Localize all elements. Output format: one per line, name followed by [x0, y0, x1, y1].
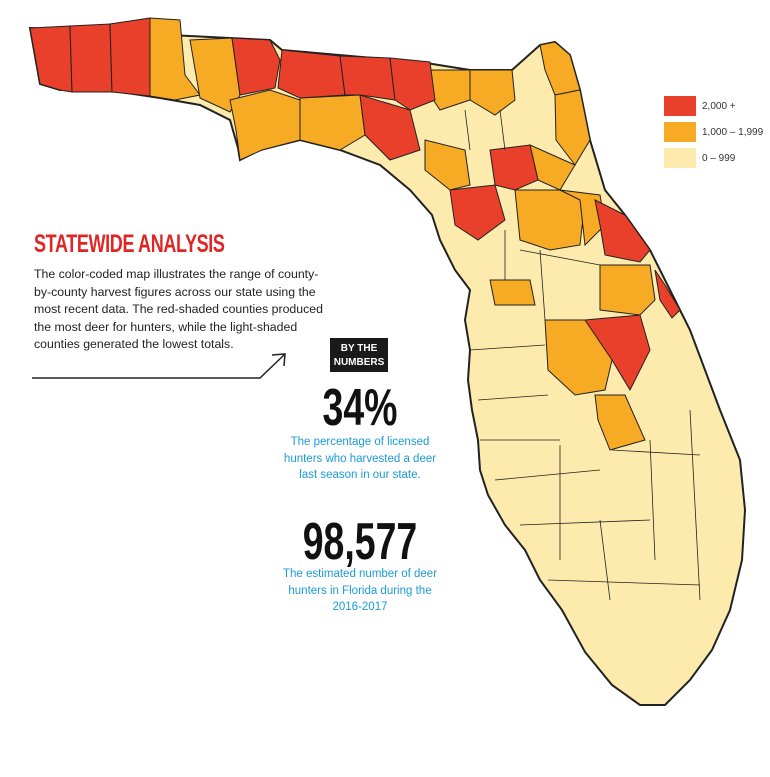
legend-item-low: 0 – 999	[664, 145, 763, 171]
stat-hunters-description: The estimated number of deer hunters in …	[282, 568, 438, 613]
county-red-6	[339, 55, 396, 101]
county-orange-15	[489, 279, 536, 306]
county-red-5	[277, 49, 346, 99]
legend-label-high: 2,000 +	[702, 100, 736, 112]
badge-line-1: BY THE	[340, 343, 378, 354]
county-orange-9	[424, 139, 471, 191]
high-counties	[29, 17, 681, 392]
legend-swatch-high	[664, 96, 696, 116]
stat-percentage-description: The percentage of licensed hunters who h…	[283, 436, 437, 481]
county-red-10	[449, 184, 506, 241]
legend: 2,000 + 1,000 – 1,999 0 – 999	[664, 93, 763, 171]
county-lines	[464, 109, 701, 601]
county-orange-6	[469, 69, 516, 116]
legend-label-mid: 1,000 – 1,999	[702, 126, 764, 138]
county-orange-13	[599, 264, 656, 316]
county-red-7	[389, 57, 436, 111]
analysis-title: STATEWIDE ANALYSIS	[34, 230, 225, 258]
legend-item-high: 2,000 +	[664, 93, 763, 119]
county-red-2	[69, 23, 113, 93]
legend-swatch-low	[664, 148, 696, 168]
stat-hunters-value: 98,577	[302, 513, 418, 571]
county-red-12	[584, 314, 651, 392]
county-orange-12	[559, 189, 606, 247]
county-orange-16	[594, 394, 646, 451]
county-red-4	[231, 37, 281, 96]
by-the-numbers-badge: BY THE NUMBERS	[330, 338, 388, 372]
county-red-1	[29, 25, 73, 93]
county-red-9	[489, 144, 539, 191]
analysis-description: The color-coded map illustrates the rang…	[34, 267, 323, 351]
arrow-icon	[32, 353, 286, 379]
county-red-13	[654, 269, 681, 319]
badge-line-2: NUMBERS	[333, 357, 385, 368]
county-orange-11	[514, 189, 586, 251]
mid-counties	[149, 17, 656, 451]
legend-swatch-mid	[664, 122, 696, 142]
county-red-3	[109, 17, 151, 97]
county-red-11	[594, 199, 651, 263]
county-orange-3	[229, 89, 301, 161]
stat-percentage-value: 34%	[322, 379, 398, 437]
legend-label-low: 0 – 999	[702, 152, 736, 164]
county-red-8	[359, 94, 421, 161]
county-orange-8	[554, 89, 591, 166]
legend-item-mid: 1,000 – 1,999	[664, 119, 763, 145]
